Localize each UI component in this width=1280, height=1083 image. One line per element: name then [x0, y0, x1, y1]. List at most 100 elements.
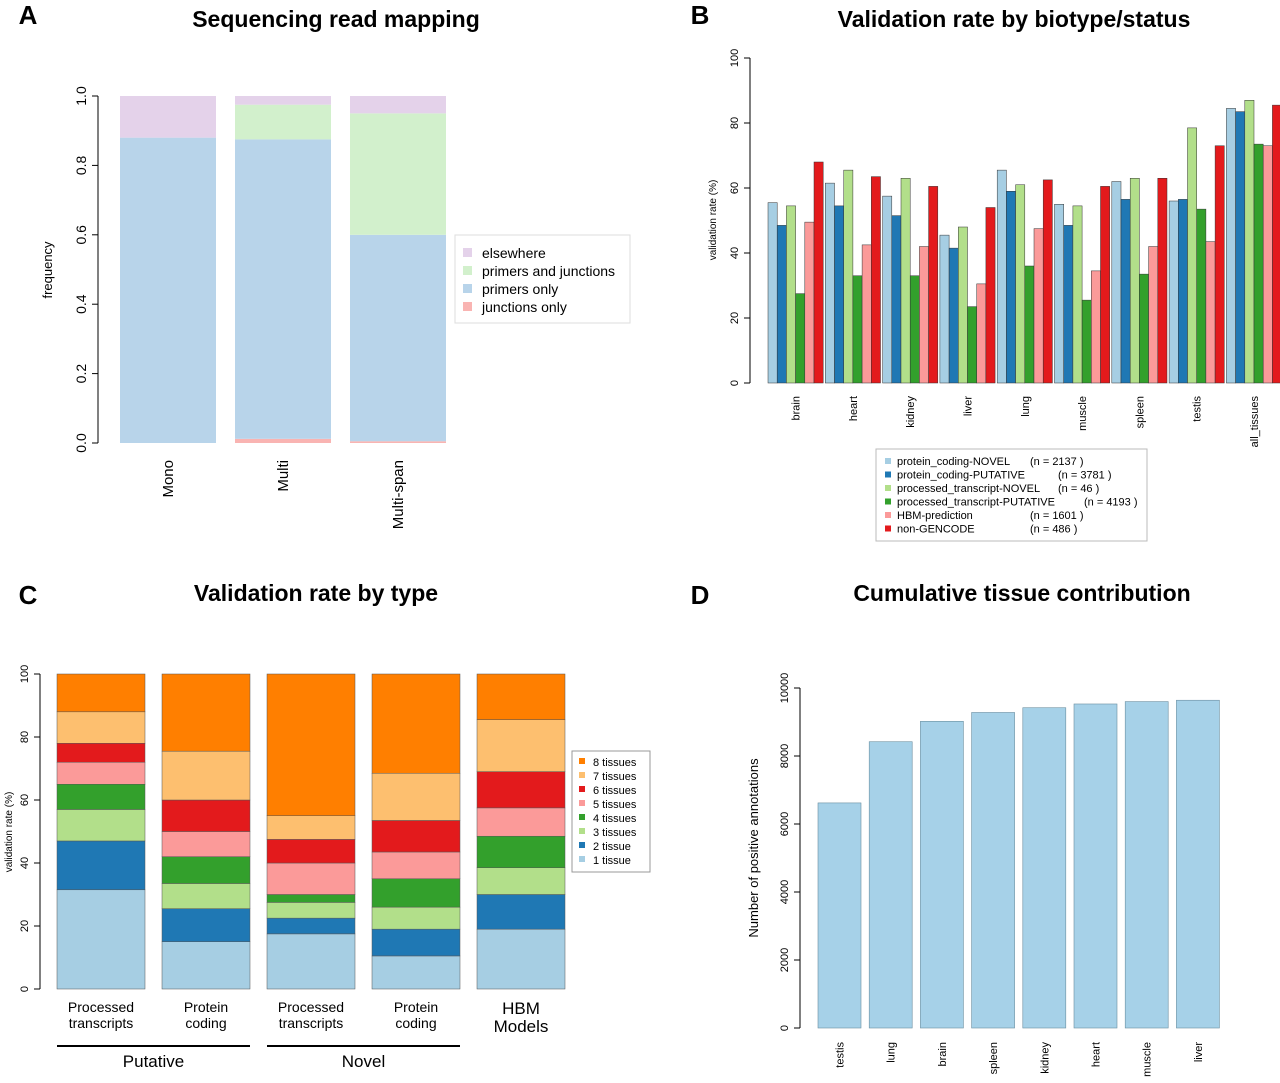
panel-a-y-tick-label: 0.0 — [73, 433, 89, 453]
panel-c-bar — [266, 815, 356, 840]
panel-a-bar — [350, 113, 446, 235]
panel-c-legend-swatch — [579, 800, 585, 806]
panel-b-bar — [767, 202, 778, 384]
panel-b-bar — [909, 275, 920, 384]
panel-c-bar — [476, 928, 566, 990]
panel-b-letter: B — [691, 0, 710, 30]
panel-c-bar — [161, 799, 251, 832]
panel-c-legend-label: 2 tissue — [593, 841, 631, 853]
panel-b-bar — [813, 161, 824, 384]
panel-c-y-tick-label: 40 — [19, 857, 31, 869]
panel-b-ylabel: validation rate (%) — [708, 180, 719, 261]
panel-a-y-tick-label: 1.0 — [73, 86, 89, 106]
panel-b-bar — [861, 244, 872, 384]
panel-c-x-label: transcripts — [279, 1015, 344, 1031]
panel-b-bar — [1272, 104, 1280, 384]
panel-b-bar — [1253, 143, 1264, 384]
panel-c-bar — [266, 894, 356, 903]
panel-b-bar — [928, 186, 939, 384]
panel-c-bar — [266, 839, 356, 864]
panel-c-bar — [266, 673, 356, 816]
panel-b-bar — [1042, 179, 1053, 384]
panel-b-legend-n: (n = 486 ) — [1030, 524, 1077, 536]
panel-b-bar — [1006, 191, 1016, 384]
panel-d-bar — [1022, 707, 1067, 1029]
panel-c-legend-box — [571, 750, 651, 873]
panel-a-legend-label: primers only — [482, 281, 558, 297]
panel-a-title: Sequencing read mapping — [192, 6, 480, 32]
panel-b-bar — [1178, 199, 1188, 384]
panel-b-title: Validation rate by biotype/status — [838, 6, 1191, 32]
panel-b-bar — [1120, 199, 1131, 384]
panel-a: A Sequencing read mapping frequency 0.0 0… — [19, 0, 631, 529]
panel-b-legend-swatch — [885, 498, 891, 505]
panel-b-bar — [919, 246, 929, 384]
panel-d-y-tick-label: 10000 — [779, 673, 791, 704]
panel-a-bar — [235, 139, 331, 439]
panel-a-x-label: Multi — [275, 460, 292, 492]
panel-d-x-label: kidney — [1039, 1042, 1051, 1074]
panel-b-bar — [996, 169, 1007, 384]
panel-c-y-tick-label: 60 — [19, 794, 31, 806]
panel-b-bar — [834, 205, 844, 384]
panel-b-legend-n: (n = 2137 ) — [1030, 456, 1084, 468]
panel-c-bar — [161, 908, 251, 942]
panel-b-bar — [958, 226, 968, 384]
panel-d-x-label: brain — [937, 1042, 949, 1066]
panel-a-bar — [350, 234, 446, 442]
panel-b-bar — [900, 178, 911, 384]
panel-a-bar — [235, 104, 331, 140]
panel-a-y-tick-label: 0.8 — [73, 155, 89, 175]
panel-a-ylabel: frequency — [40, 241, 55, 299]
panel-b-x-label: spleen — [1134, 396, 1146, 428]
panel-c-legend-swatch — [579, 772, 585, 778]
panel-b-bar — [976, 283, 987, 384]
panel-b-bar — [891, 215, 902, 384]
panel-c-bar — [56, 743, 146, 763]
panel-c-x-label: Processed — [278, 999, 344, 1015]
panel-c-bar — [161, 856, 251, 884]
panel-c-letter: C — [19, 580, 38, 610]
panel-c-legend-swatch — [579, 758, 585, 764]
panel-b-bar — [776, 225, 787, 384]
panel-c-legend-label: 3 tissues — [593, 827, 637, 839]
panel-c-legend-swatch — [579, 786, 585, 792]
panel-a-y-tick-label: 0.4 — [73, 294, 89, 314]
panel-b-bar — [843, 169, 854, 384]
panel-a-legend-swatch — [463, 302, 472, 311]
panel-c-bar — [56, 673, 146, 713]
panel-b-bar — [1072, 205, 1083, 384]
panel-b-bar — [985, 207, 996, 384]
panel-b-bar — [948, 247, 959, 384]
panel-c-bar — [476, 673, 566, 720]
panel-b-legend-n: (n = 46 ) — [1058, 483, 1099, 495]
panel-b-x-label: heart — [848, 396, 860, 421]
panel-b-x-label: kidney — [905, 396, 917, 428]
panel-b-legend-label: non-GENCODE — [897, 524, 975, 536]
panel-a-legend-swatch — [463, 266, 472, 275]
panel-b-bar — [1081, 299, 1092, 384]
panel-b-y-tick-label: 0 — [729, 380, 741, 386]
panel-b-legend-label: processed_transcript-PUTATIVE — [897, 497, 1055, 509]
panel-c-x-label: HBM — [502, 999, 540, 1018]
panel-b-bar — [1187, 127, 1197, 384]
panel-a-bar — [120, 137, 216, 443]
panel-c-bar — [371, 851, 461, 879]
panel-c-legend-label: 7 tissues — [593, 771, 637, 783]
panel-c-bar — [266, 933, 356, 990]
panel-a-legend-label: primers and junctions — [482, 263, 615, 279]
panel-b-legend-swatch — [885, 458, 891, 464]
panel-d-y-tick-label: 8000 — [779, 744, 791, 768]
panel-b-bar — [1214, 145, 1225, 384]
panel-c-legend-swatch — [579, 842, 585, 848]
panel-d-bar — [817, 802, 862, 1029]
panel-b-x-label: testis — [1192, 396, 1204, 422]
panel-b-legend-label: processed_transcript-NOVEL — [897, 483, 1040, 495]
panel-b-bar — [1091, 270, 1101, 384]
panel-b-bar — [1157, 178, 1168, 384]
panel-a-legend-label: elsewhere — [482, 245, 546, 261]
panel-d: D Cumulative tissue contribution Number … — [691, 580, 1220, 1077]
panel-c-bar — [476, 807, 566, 837]
panel-b-bar — [1262, 145, 1273, 384]
